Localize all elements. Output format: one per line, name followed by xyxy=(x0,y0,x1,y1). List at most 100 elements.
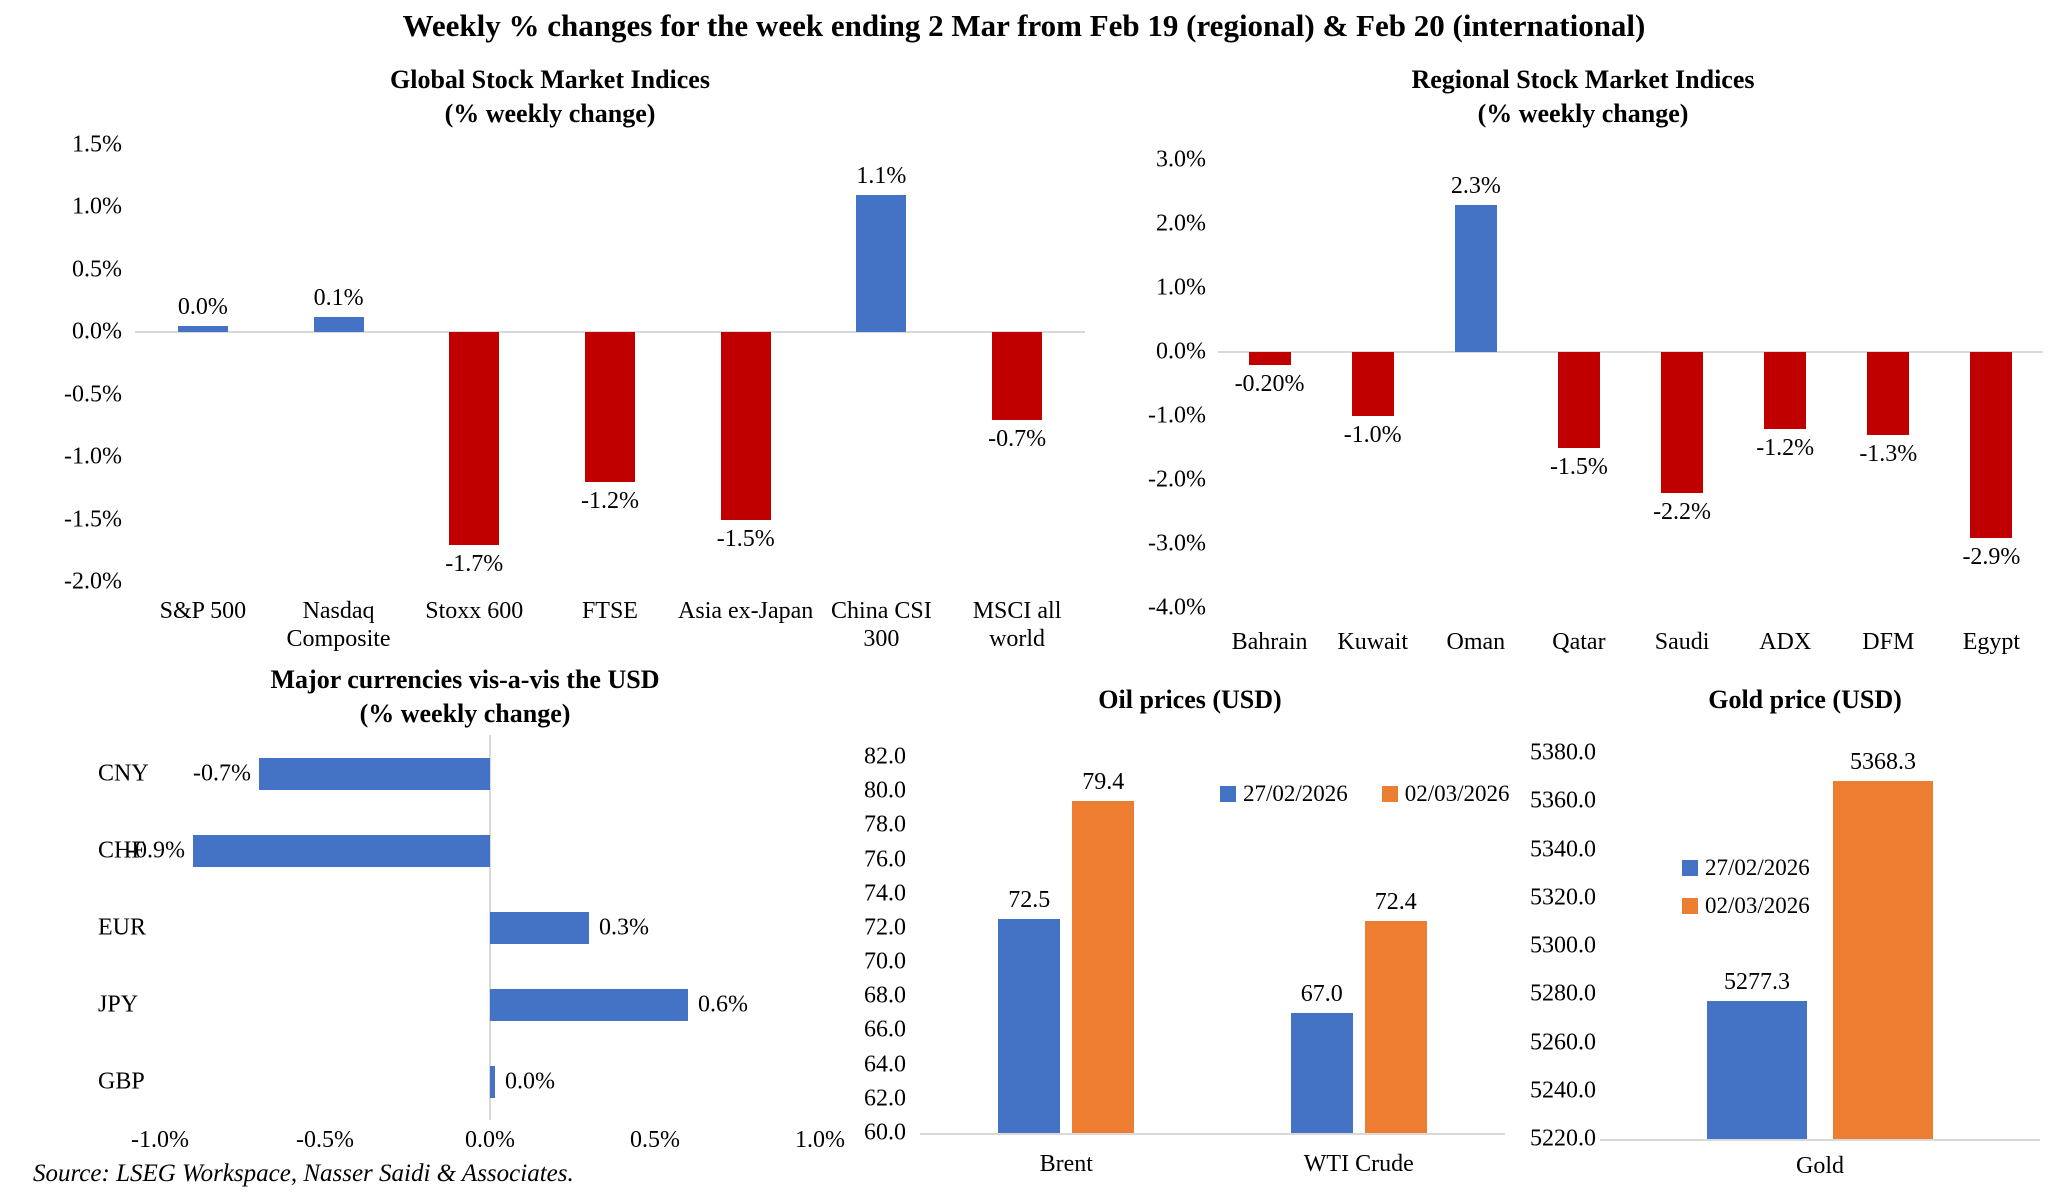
bar-value-label: -1.2% xyxy=(581,488,639,515)
chart-title-line: (% weekly change) xyxy=(444,98,656,128)
bar-Nasdaq Composite xyxy=(313,317,364,333)
category-label: GBP xyxy=(98,1068,145,1094)
bar-value-label: 5277.3 xyxy=(1724,968,1790,995)
y-axis-tick-label: -0.5% xyxy=(64,381,122,408)
legend-label: 02/03/2026 xyxy=(1404,781,1510,806)
y-axis-tick-label: 5360.0 xyxy=(1530,787,1596,814)
bar-FTSE xyxy=(585,332,635,483)
chart-title-line: Gold price (USD) xyxy=(1708,685,1902,714)
bar-Asia ex-Japan xyxy=(720,332,771,520)
plot-area: -0.20% -1.0% 2.3% -1.5% -2.2% -1.2% -1.3% -2.9% xyxy=(1218,160,2043,608)
bar-China CSI 300 xyxy=(856,194,907,333)
legend-label: 27/02/2026 xyxy=(1705,855,1810,880)
chart-oil-prices: Oil prices (USD) 82.0 80.0 78.0 76.0 74.0 72.… xyxy=(840,655,1525,1204)
y-axis-tick-label: 74.0 xyxy=(864,880,906,907)
bar-value-label: 79.4 xyxy=(1082,769,1125,796)
bar-Stoxx 600 xyxy=(449,332,500,545)
y-axis-tick-label: 68.0 xyxy=(864,982,906,1009)
bar-value-label: -0.9% xyxy=(127,837,185,863)
bar-Brent-02/03/2026 xyxy=(1072,801,1135,1133)
category-label: WTI Crude xyxy=(1303,1151,1414,1177)
legend-swatch-icon xyxy=(1381,786,1398,802)
y-axis-tick-label: 5320.0 xyxy=(1530,884,1596,911)
x-axis-labels: S&P 500 Nasdaq Composite Stoxx 600 FTSE Asia… xyxy=(135,597,1085,654)
category-label: DFM xyxy=(1862,629,1915,655)
x-axis-tick-label: 1.0% xyxy=(795,1127,845,1153)
category-label: Bahrain xyxy=(1231,629,1308,655)
y-axis-tick-label: 60.0 xyxy=(864,1119,906,1146)
category-label: ADX xyxy=(1759,629,1812,655)
y-axis-tick-label: 2.0% xyxy=(1156,210,1206,237)
category-label: Stoxx 600 xyxy=(425,598,524,624)
y-axis-tick-label: -2.0% xyxy=(1148,466,1206,493)
y-axis-tick-label: -3.0% xyxy=(1148,530,1206,557)
source-note: Source: LSEG Workspace, Nasser Saidi & A… xyxy=(33,1160,574,1187)
y-axis-tick-label: 70.0 xyxy=(864,948,906,975)
bar-S&P 500 xyxy=(177,326,228,333)
y-axis-tick-label: 5280.0 xyxy=(1530,980,1596,1007)
bar-CNY xyxy=(259,757,490,790)
chart-title: Major currencies vis-a-vis the USD (% wee… xyxy=(180,663,750,731)
legend-entry: 27/02/2026 xyxy=(1220,781,1348,807)
bar-value-label: 72.5 xyxy=(1008,887,1051,914)
bar-WTI Crude-02/03/2026 xyxy=(1364,921,1427,1133)
chart-major-currencies: Major currencies vis-a-vis the USD (% wee… xyxy=(30,655,860,1175)
bar-EUR xyxy=(490,911,589,944)
bar-Bahrain xyxy=(1248,352,1291,365)
bar-DFM xyxy=(1867,352,1910,436)
chart-title-line: Regional Stock Market Indices xyxy=(1411,65,1755,94)
legend: 27/02/2026 02/03/2026 xyxy=(1220,781,1510,807)
y-axis-tick-label: 64.0 xyxy=(864,1051,906,1078)
bar-value-label: -0.7% xyxy=(988,425,1047,452)
bar-value-label: 0.1% xyxy=(313,285,364,312)
plot-area: 0.0% 0.1% -1.7% -1.2% -1.5% 1.1% -0.7% xyxy=(135,145,1085,582)
chart-title-line: Oil prices (USD) xyxy=(1098,685,1282,714)
category-label: Kuwait xyxy=(1337,629,1409,655)
bar-value-label: 0.0% xyxy=(504,1068,555,1094)
y-axis-tick-label: -2.0% xyxy=(64,568,122,595)
bar-MSCI all world xyxy=(992,332,1043,420)
y-axis-tick-label: -1.0% xyxy=(1148,402,1206,429)
chart-title-line: (% weekly change) xyxy=(359,698,571,728)
legend-entry: 27/02/2026 xyxy=(1682,855,1810,881)
category-label: Brent xyxy=(1039,1151,1093,1177)
y-axis-tick-label: 5220.0 xyxy=(1530,1125,1596,1152)
y-axis-tick-label: 5240.0 xyxy=(1530,1077,1596,1104)
bar-Qatar xyxy=(1557,352,1600,448)
bar-value-label: 67.0 xyxy=(1300,981,1343,1008)
bar-value-label: 1.1% xyxy=(856,162,907,189)
y-axis-labels: 3.0% 2.0% 1.0% 0.0% -1.0% -2.0% -3.0% -4.0% xyxy=(1126,147,1206,621)
x-axis-tick-label: 0.0% xyxy=(465,1127,515,1153)
chart-regional-stock-indices: Regional Stock Market Indices (% weekly c… xyxy=(1118,55,2048,670)
bar-JPY xyxy=(490,988,688,1021)
x-axis-tick-label: -1.0% xyxy=(131,1127,189,1153)
chart-title: Regional Stock Market Indices (% weekly c… xyxy=(1233,63,1933,131)
bar-value-label: 2.3% xyxy=(1450,172,1501,199)
y-axis-tick-label: 82.0 xyxy=(864,743,906,770)
x-axis-labels: Gold xyxy=(1600,1152,2040,1180)
category-label: EUR xyxy=(98,914,146,940)
chart-title: Oil prices (USD) xyxy=(990,683,1390,717)
chart-gold-price: Gold price (USD) 5380.0 5360.0 5340.0 5320.… xyxy=(1530,655,2045,1204)
y-axis-tick-label: 1.0% xyxy=(72,193,122,220)
bar-Brent-27/02/2026 xyxy=(998,919,1061,1133)
legend-entry: 02/03/2026 xyxy=(1381,781,1510,807)
y-axis-tick-label: -4.0% xyxy=(1148,594,1206,621)
chart-title: Gold price (USD) xyxy=(1640,683,1970,717)
bar-Gold-02/03/2026 xyxy=(1833,781,1933,1139)
bar-Gold-27/02/2026 xyxy=(1707,1000,1807,1139)
category-axis-labels: CNY CHF EUR JPY GBP xyxy=(98,735,188,1120)
y-axis-tick-label: 5380.0 xyxy=(1530,739,1596,766)
category-label: S&P 500 xyxy=(159,598,247,624)
legend-swatch-icon xyxy=(1682,898,1698,914)
bar-value-label: -1.2% xyxy=(1756,434,1815,461)
y-axis-tick-label: 1.0% xyxy=(1156,274,1206,301)
bar-WTI Crude-27/02/2026 xyxy=(1290,1013,1353,1133)
plot-area: 72.5 79.4 67.0 72.4 xyxy=(920,757,1505,1135)
y-axis-tick-label: 0.0% xyxy=(1156,338,1206,365)
page-title: Weekly % changes for the week ending 2 M… xyxy=(402,8,1646,43)
bar-value-label: 72.4 xyxy=(1374,889,1417,916)
bar-value-label: -1.5% xyxy=(1549,454,1608,480)
plot-area: -0.7% -0.9% 0.3% 0.6% 0.0% xyxy=(127,735,820,1120)
